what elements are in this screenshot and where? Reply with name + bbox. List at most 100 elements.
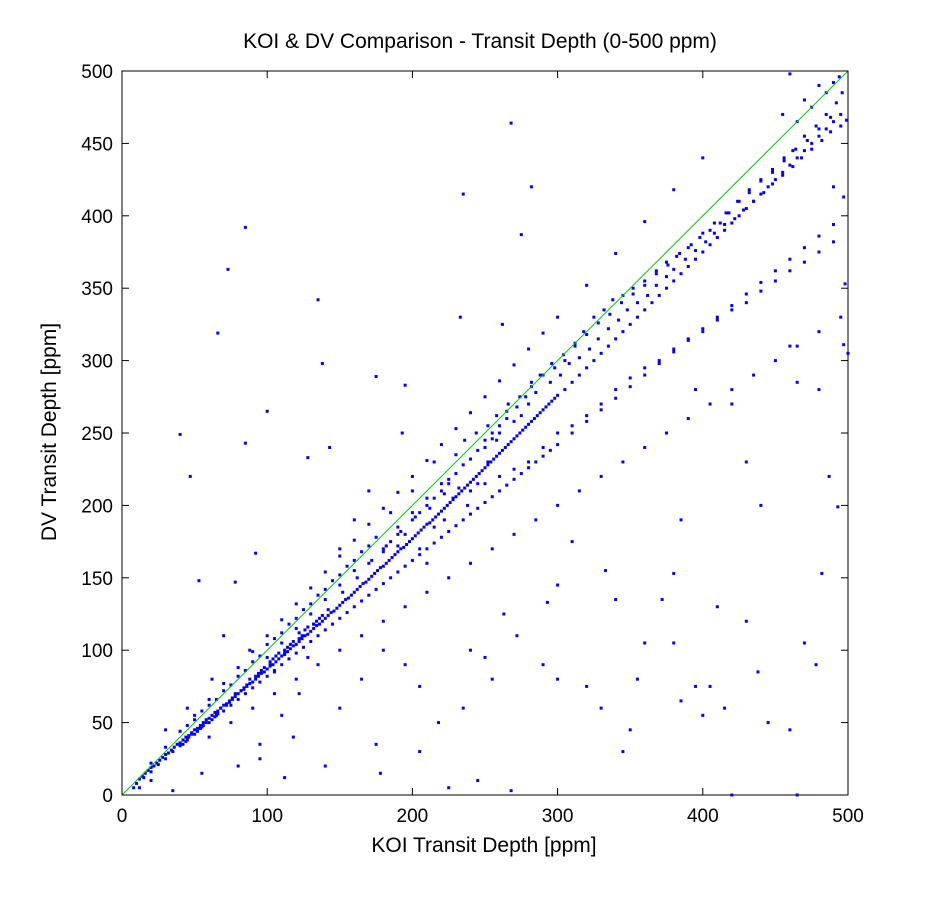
data-point <box>802 246 806 250</box>
data-point <box>207 697 211 701</box>
data-point <box>770 170 774 174</box>
data-point <box>434 515 438 519</box>
data-point <box>483 501 487 505</box>
data-point <box>657 359 661 363</box>
data-point <box>297 640 301 644</box>
data-point <box>447 482 451 486</box>
data-point <box>679 272 683 276</box>
data-point <box>320 619 324 623</box>
data-point <box>773 178 777 182</box>
data-point <box>204 721 208 725</box>
data-point <box>243 225 247 229</box>
data-point <box>439 535 443 539</box>
data-point <box>204 718 208 722</box>
data-point <box>303 628 307 632</box>
data-point <box>216 709 220 713</box>
data-point <box>608 312 612 316</box>
data-point <box>527 402 531 406</box>
data-point <box>794 147 798 151</box>
data-point <box>254 551 258 555</box>
data-point <box>730 221 734 225</box>
data-point <box>643 279 647 283</box>
data-point <box>222 689 226 693</box>
data-point <box>381 582 385 586</box>
data-point <box>788 728 792 732</box>
data-point <box>686 246 690 250</box>
data-point <box>585 366 589 370</box>
data-point <box>262 666 266 670</box>
data-point <box>686 264 690 268</box>
data-point <box>588 347 592 351</box>
data-point <box>534 390 538 394</box>
data-point <box>701 250 705 254</box>
data-point <box>817 388 821 392</box>
data-point <box>439 489 443 493</box>
data-point <box>447 477 451 481</box>
data-point <box>550 361 554 365</box>
data-point <box>817 330 821 334</box>
data-point <box>474 474 478 478</box>
data-point <box>596 321 600 325</box>
data-point <box>708 684 712 688</box>
data-point <box>802 149 806 153</box>
data-point <box>544 405 548 409</box>
data-point <box>524 425 528 429</box>
data-point <box>495 414 499 418</box>
data-point <box>643 366 647 370</box>
data-point <box>396 532 400 536</box>
data-point <box>251 686 255 690</box>
plot-area: 0 100 200 300 400 500 0 50 100 150 200 250 300 350 400… <box>81 62 864 827</box>
data-point <box>744 301 748 305</box>
data-point <box>617 318 621 322</box>
data-point <box>431 518 435 522</box>
data-point <box>541 408 545 412</box>
data-point <box>236 674 240 678</box>
data-point <box>326 608 330 612</box>
data-point <box>795 793 799 797</box>
data-point <box>744 619 748 623</box>
data-point <box>196 729 200 733</box>
data-point <box>512 363 516 367</box>
data-point <box>197 579 201 583</box>
data-point <box>338 616 342 620</box>
data-point <box>374 535 378 539</box>
data-point <box>432 460 436 464</box>
data-point <box>447 576 451 580</box>
data-point <box>817 250 821 254</box>
data-point <box>463 438 467 442</box>
data-point <box>286 650 290 654</box>
data-point <box>258 757 262 761</box>
data-point <box>181 742 185 746</box>
data-point <box>665 275 668 279</box>
data-point <box>345 611 349 615</box>
data-point <box>486 463 490 467</box>
data-point <box>149 770 153 774</box>
data-point <box>185 723 189 727</box>
data-point <box>300 637 304 641</box>
data-point <box>791 149 795 153</box>
data-point <box>418 553 422 557</box>
data-point <box>222 634 226 638</box>
data-point <box>795 380 799 384</box>
data-point <box>791 165 795 169</box>
data-point <box>374 742 378 746</box>
y-tick-label: 250 <box>81 424 113 445</box>
data-point <box>316 593 320 597</box>
data-point <box>347 596 351 600</box>
data-point <box>782 156 786 160</box>
data-point <box>628 376 632 380</box>
data-point <box>389 511 393 515</box>
data-point <box>548 380 552 384</box>
data-point <box>759 192 763 196</box>
data-point <box>476 506 480 510</box>
data-point <box>283 648 287 652</box>
data-point <box>524 395 528 399</box>
data-point <box>251 650 255 654</box>
data-point <box>309 629 313 633</box>
data-point <box>201 721 205 725</box>
data-point <box>425 496 429 500</box>
data-point <box>570 380 574 384</box>
data-point <box>773 279 777 283</box>
data-point <box>461 463 465 467</box>
data-point <box>599 706 603 710</box>
